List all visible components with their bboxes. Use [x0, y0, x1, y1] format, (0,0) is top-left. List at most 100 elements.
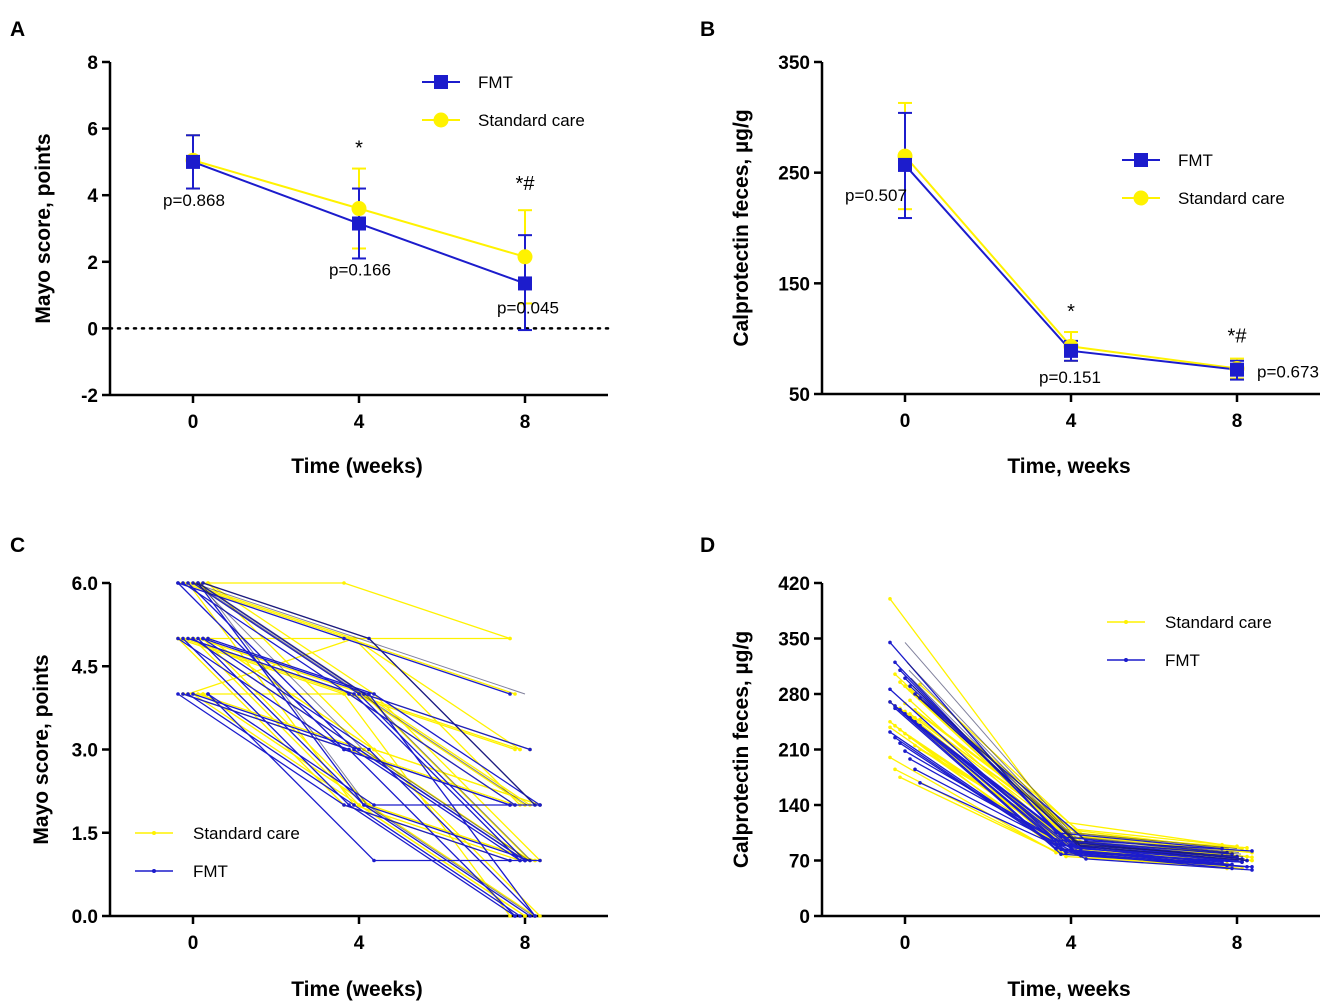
- patient-point: [1250, 849, 1254, 853]
- y-tick-label: 6: [87, 120, 98, 141]
- overlap-line: [904, 642, 1238, 850]
- y-tick-label: 70: [789, 852, 810, 873]
- patient-point: [898, 775, 902, 780]
- data-point-fmt: [1230, 362, 1244, 377]
- patient-point: [1059, 852, 1063, 856]
- patient-point: [523, 914, 527, 918]
- legend-marker-standard-care: [433, 112, 449, 128]
- x-tick-label: 0: [900, 411, 911, 432]
- x-tick-label: 4: [1066, 411, 1077, 432]
- patient-point: [1074, 849, 1078, 853]
- panel-c: C 0.0 1.5 3.0 4.5 6.0 0 4 8 Time (weeks) Mayo sco…: [10, 534, 608, 1001]
- patient-point: [893, 672, 897, 676]
- patient-point: [918, 682, 922, 687]
- overlap-line: [192, 582, 526, 695]
- patient-point: [508, 692, 512, 696]
- patient-line-fmt: [192, 582, 526, 861]
- patient-point: [513, 914, 517, 918]
- overlap-line: [914, 693, 1248, 861]
- data-point-standard-care: [351, 201, 367, 217]
- patient-point: [893, 723, 897, 728]
- y-tick-label: 2: [87, 253, 98, 274]
- patient-point: [898, 741, 902, 745]
- legend-marker: [152, 831, 156, 835]
- y-tick-label: 4.5: [72, 657, 99, 678]
- patient-point: [908, 688, 912, 692]
- data-point-fmt: [186, 154, 200, 169]
- patient-point: [372, 692, 376, 696]
- data-point-fmt: [898, 157, 912, 172]
- patient-point: [898, 727, 902, 732]
- x-tick-label: 8: [520, 412, 531, 433]
- data-point-fmt: [1064, 343, 1078, 358]
- patient-point: [523, 858, 527, 863]
- patient-point: [206, 692, 210, 696]
- patient-point: [518, 747, 522, 752]
- p-value-annotation: p=0.166: [329, 261, 391, 280]
- y-tick-label: 350: [778, 630, 810, 651]
- x-tick-label: 4: [354, 933, 365, 954]
- y-tick-label: 3.0: [72, 741, 98, 762]
- patient-point: [352, 692, 356, 696]
- patient-point: [181, 636, 185, 641]
- patient-point: [1064, 854, 1068, 859]
- patient-point: [176, 581, 180, 585]
- patient-point: [893, 767, 897, 772]
- y-tick-label: 6.0: [72, 574, 98, 595]
- x-tick-label: 4: [1066, 933, 1077, 954]
- patient-point: [1064, 850, 1068, 855]
- patient-point: [362, 803, 366, 807]
- patient-point: [918, 717, 922, 722]
- y-axis-label: Mayo score, points: [30, 654, 53, 844]
- y-tick-label: 280: [778, 685, 810, 706]
- patient-point: [1245, 846, 1249, 850]
- patient-point: [201, 636, 205, 641]
- panel-b-letter: B: [700, 18, 715, 41]
- x-tick-label: 8: [1232, 933, 1243, 954]
- patient-point: [888, 687, 892, 692]
- patient-point: [903, 684, 907, 688]
- panel-d-letter: D: [700, 534, 715, 557]
- patient-point: [372, 858, 376, 863]
- patient-point: [888, 730, 892, 734]
- patient-point: [191, 636, 195, 641]
- patient-line-standard-care: [183, 693, 516, 751]
- patient-point: [913, 715, 917, 720]
- patient-point: [201, 692, 205, 696]
- patient-point: [903, 749, 907, 753]
- patient-point: [508, 858, 512, 863]
- overlap-line: [196, 582, 530, 861]
- panel-b: B 50 150 250 350 0 4 8 Time, weeks Calprotectin …: [700, 18, 1320, 478]
- patient-point: [913, 719, 917, 724]
- y-tick-label: 4: [87, 186, 98, 207]
- patient-line-fmt: [182, 638, 516, 917]
- patient-point: [908, 712, 912, 716]
- y-tick-label: 0: [799, 907, 810, 928]
- patient-point: [176, 636, 180, 641]
- patient-point: [186, 636, 190, 641]
- y-tick-label: 150: [778, 274, 810, 295]
- y-tick-label: 250: [778, 164, 810, 185]
- patient-point: [342, 692, 346, 696]
- patient-point: [1240, 860, 1244, 864]
- y-tick-label: 50: [789, 385, 810, 406]
- patient-point: [908, 715, 912, 720]
- x-tick-label: 8: [520, 933, 531, 954]
- data-point-standard-care: [517, 249, 533, 265]
- legend-label: Standard care: [1165, 613, 1272, 632]
- legend-label: Standard care: [478, 111, 585, 130]
- patient-point: [513, 692, 517, 696]
- patient-point: [913, 767, 917, 772]
- significance-marker: *#: [1228, 326, 1248, 348]
- patient-point: [908, 698, 912, 703]
- patient-point: [908, 735, 912, 740]
- x-axis-label: Time (weeks): [291, 455, 423, 478]
- panel-a-letter: A: [10, 18, 25, 41]
- patient-point: [893, 706, 897, 711]
- p-value-annotation: p=0.151: [1039, 368, 1101, 387]
- patient-line-standard-care: [889, 598, 1223, 846]
- x-tick-label: 4: [354, 412, 365, 433]
- legend-marker: [1124, 658, 1128, 662]
- patient-point: [191, 692, 195, 696]
- legend-label: Standard care: [193, 824, 300, 843]
